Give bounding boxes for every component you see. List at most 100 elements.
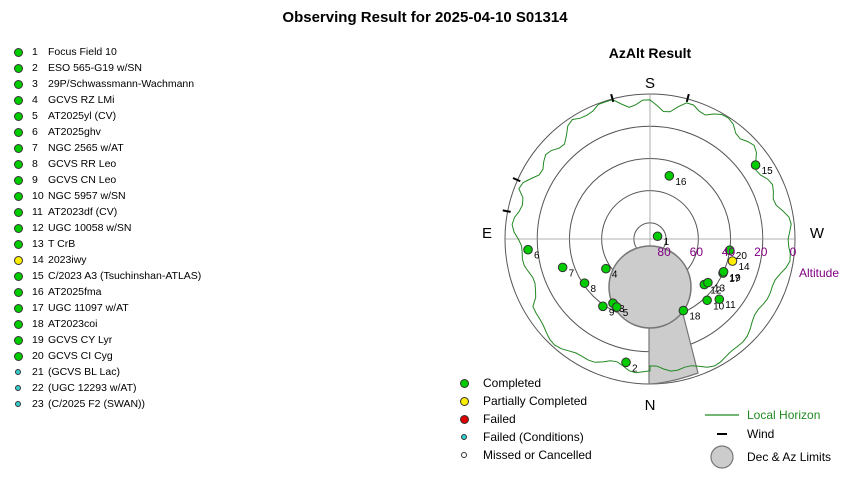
- completed-dot-icon: [14, 239, 23, 249]
- altitude-tick-label: 40: [722, 245, 736, 259]
- limits-circle-icon: [710, 445, 734, 469]
- legend-label: Completed: [483, 376, 542, 390]
- horizon-line-icon: [705, 414, 739, 416]
- completed-dot-icon: [14, 351, 23, 361]
- target-name: AT2025yl (CV): [48, 110, 117, 122]
- point-label: 4: [612, 270, 618, 281]
- direction-label-e: E: [482, 225, 492, 242]
- target-number: 15: [32, 270, 44, 282]
- local-horizon-path: [511, 99, 792, 374]
- status-legend: Completed Partially Completed Failed Fai…: [458, 374, 592, 464]
- target-point: [652, 231, 663, 242]
- missed-dot-icon: [461, 452, 467, 458]
- target-row: 22 (UGC 12293 w/AT): [14, 380, 314, 396]
- legend-label: Partially Completed: [483, 394, 588, 408]
- target-number: 13: [32, 238, 44, 250]
- failed-conditions-dot-icon: [15, 385, 21, 391]
- target-number: 8: [32, 158, 38, 170]
- target-number: 20: [32, 350, 44, 362]
- target-row: 2 ESO 565-G19 w/SN: [14, 60, 314, 76]
- altitude-tick-label: 80: [657, 245, 671, 259]
- dec-limit-circle: [608, 245, 692, 329]
- partially-completed-dot-icon: [14, 255, 23, 265]
- point-label: 16: [675, 177, 687, 188]
- altitude-axis-label: Altitude: [799, 266, 839, 280]
- completed-dot-icon: [14, 143, 23, 153]
- completed-dot-icon: [14, 335, 23, 345]
- target-number: 11: [32, 206, 43, 218]
- target-name: 29P/Schwassmann-Wachmann: [48, 78, 195, 90]
- target-row: 16 AT2025fma: [14, 284, 314, 300]
- completed-dot-icon: [14, 95, 23, 105]
- point-label: 7: [569, 268, 575, 279]
- target-number: 21: [32, 366, 44, 378]
- legend-label: Local Horizon: [747, 408, 821, 422]
- target-number: 4: [32, 94, 38, 106]
- point-label: 8: [591, 284, 597, 295]
- altitude-tick-label: 0: [790, 245, 797, 259]
- point-label: 20: [736, 251, 748, 262]
- target-row: 8 GCVS RR Leo: [14, 156, 314, 172]
- local-horizon-line: [511, 99, 792, 374]
- target-row: 21 (GCVS BL Lac): [14, 364, 314, 380]
- target-name: GCVS CI Cyg: [48, 350, 113, 362]
- target-point: [718, 266, 729, 277]
- target-point: [598, 301, 608, 312]
- target-row: 12 UGC 10058 w/SN: [14, 220, 314, 236]
- completed-dot-icon: [14, 79, 23, 89]
- altitude-tick-label: 20: [754, 245, 768, 259]
- target-point: [612, 302, 622, 312]
- completed-dot-icon: [14, 271, 23, 281]
- target-number: 17: [32, 302, 44, 314]
- point-label: 18: [689, 312, 701, 323]
- point-label: 9: [609, 307, 615, 318]
- target-row: 11 AT2023df (CV): [14, 204, 314, 220]
- target-name: AT2025fma: [48, 286, 102, 298]
- target-name: (GCVS BL Lac): [48, 366, 120, 378]
- legend-label: Failed (Conditions): [483, 430, 584, 444]
- legend-label: Failed: [483, 412, 516, 426]
- page-title: Observing Result for 2025-04-10 S01314: [282, 9, 568, 26]
- target-number: 22: [32, 382, 44, 394]
- target-row: 20 GCVS CI Cyg: [14, 348, 314, 364]
- legend-wind: Wind: [705, 426, 831, 442]
- target-row: 1 Focus Field 10: [14, 44, 314, 60]
- legend-label: Missed or Cancelled: [483, 448, 592, 462]
- completed-dot-icon: [14, 223, 23, 233]
- target-number: 1: [32, 46, 38, 58]
- point-label: 6: [534, 251, 540, 262]
- altitude-tick-labels: 80 60 40 20 0: [657, 245, 796, 259]
- target-row: 14 2023iwy: [14, 252, 314, 268]
- point-label: 2: [632, 363, 638, 374]
- target-name: NGC 2565 w/AT: [48, 142, 124, 154]
- target-name: UGC 10058 w/SN: [48, 222, 132, 234]
- completed-dot-icon: [14, 63, 23, 73]
- target-name: (UGC 12293 w/AT): [48, 382, 137, 394]
- target-number: 6: [32, 126, 38, 138]
- target-name: NGC 5957 w/SN: [48, 190, 126, 202]
- target-name: C/2023 A3 (Tsuchinshan-ATLAS): [48, 270, 202, 282]
- completed-dot-icon: [14, 111, 23, 121]
- point-label: 19: [730, 273, 742, 284]
- target-name: (C/2025 F2 (SWAN)): [48, 398, 146, 410]
- failed-conditions-dot-icon: [15, 401, 21, 407]
- wind-mark: [610, 93, 615, 103]
- completed-dot-icon: [14, 319, 23, 329]
- point-label: 14: [738, 262, 750, 273]
- target-number: 16: [32, 286, 44, 298]
- target-point: [724, 245, 735, 256]
- target-point: [579, 278, 590, 288]
- chart-title: AzAlt Result: [608, 45, 692, 61]
- target-row: 18 AT2023coi: [14, 316, 314, 332]
- wind-mark-icon: [717, 433, 727, 435]
- target-row: 15 C/2023 A3 (Tsuchinshan-ATLAS): [14, 268, 314, 284]
- target-number: 9: [32, 174, 38, 186]
- completed-dot-icon: [14, 159, 23, 169]
- target-number: 19: [32, 334, 44, 346]
- target-row: 10 NGC 5957 w/SN: [14, 188, 314, 204]
- point-label: 12: [710, 286, 722, 297]
- target-name: AT2025ghv: [48, 126, 101, 138]
- target-point: [621, 357, 631, 368]
- overlay-legend: Local Horizon Wind Dec & Az Limits: [705, 404, 831, 472]
- target-number: 10: [32, 190, 44, 202]
